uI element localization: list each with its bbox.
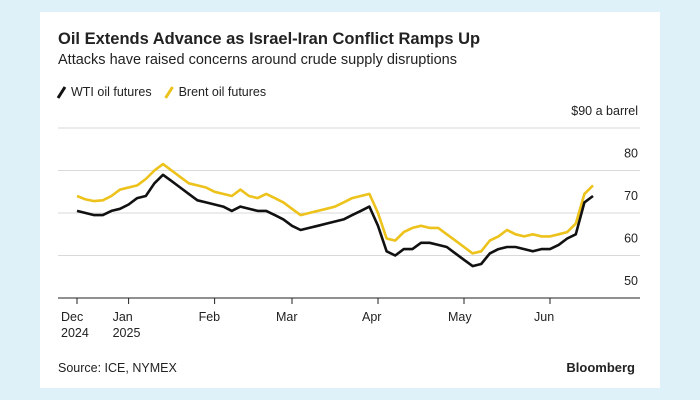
x-tick-label: Jan 2025 [112,310,141,340]
brand: Bloomberg [566,360,635,375]
chart-subtitle: Attacks have raised concerns around crud… [58,52,457,68]
x-tick-label: Feb [198,310,221,324]
x-tick-label: Jun [534,310,555,324]
legend-swatch [56,86,67,99]
chart: Oil Extends Advance as Israel-Iran Confl… [56,30,640,375]
y-tick-label: 60 [624,232,638,246]
x-tick-label: Dec 2024 [61,310,89,340]
chart-title: Oil Extends Advance as Israel-Iran Confl… [58,30,480,48]
y-tick-label: 50 [624,274,638,288]
series-line [76,173,594,268]
legend-label: WTI oil futures [71,85,152,99]
source: Source: ICE, NYMEX [58,361,177,375]
series-line [76,162,594,255]
x-tick-label: Apr [362,310,382,324]
x-tick-label: May [448,310,472,324]
legend-label: Brent oil futures [179,85,267,99]
legend-swatch [164,86,174,99]
y-tick-label: $90 a barrel [571,104,638,118]
x-tick-label: Mar [276,310,298,324]
y-tick-label: 70 [624,189,638,203]
chart-card: Oil Extends Advance as Israel-Iran Confl… [40,12,660,388]
y-tick-label: 80 [624,147,638,161]
